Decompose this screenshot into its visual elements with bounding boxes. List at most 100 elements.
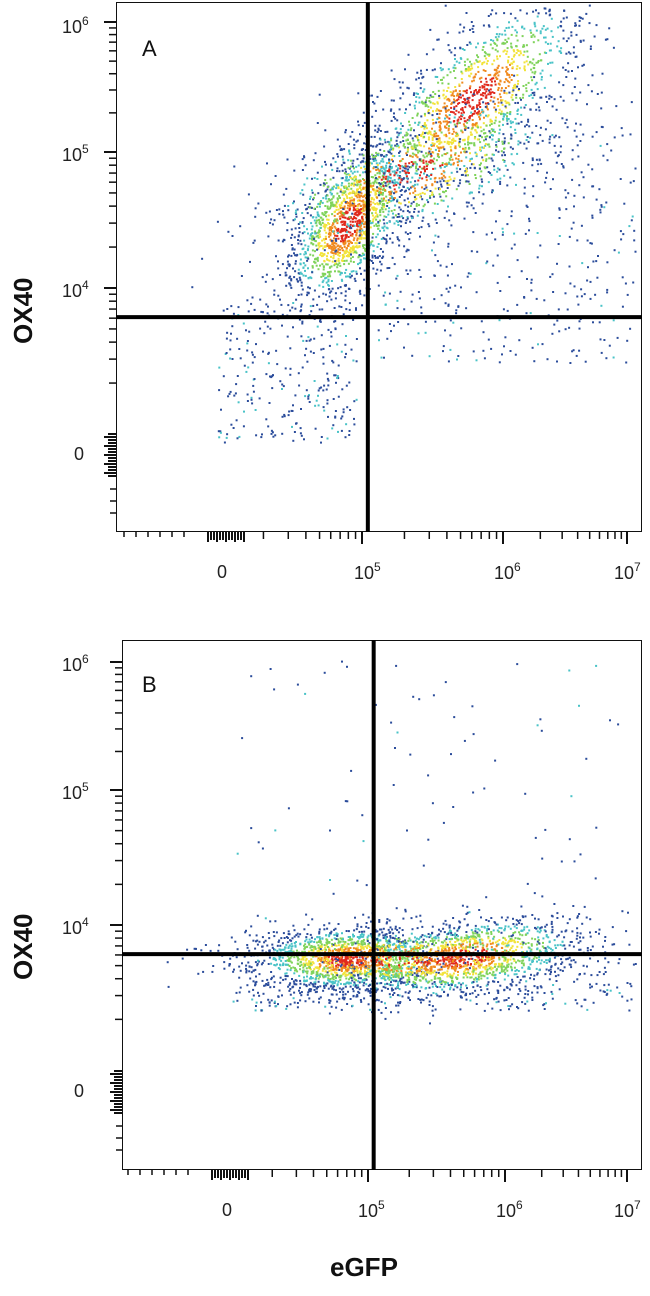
data-point-sparse xyxy=(568,235,571,238)
data-point-population-2 xyxy=(465,156,468,159)
data-point-sparse xyxy=(245,370,248,373)
data-point-sparse xyxy=(518,339,521,342)
data-point-population-2 xyxy=(442,76,445,79)
data-point-sparse xyxy=(393,324,395,327)
data-point-bridge xyxy=(509,113,512,116)
data-point-population-2 xyxy=(461,72,464,75)
data-point-population-1 xyxy=(340,292,343,295)
data-point-population-2 xyxy=(427,110,430,113)
data-point-population-2 xyxy=(524,125,526,128)
data-point-sparse xyxy=(313,337,316,340)
data-point-population-2 xyxy=(505,106,508,109)
data-point-population-2 xyxy=(475,112,478,115)
data-point-population-1 xyxy=(364,249,367,252)
data-point-population-2 xyxy=(426,163,429,166)
data-point-population-1 xyxy=(347,182,350,185)
data-point-population-2 xyxy=(357,124,360,127)
data-point-population-1 xyxy=(337,270,340,273)
data-point-population-1 xyxy=(352,245,355,248)
data-point-population-1 xyxy=(325,237,327,240)
data-point-population-2 xyxy=(538,53,541,56)
data-point-sparse xyxy=(559,145,562,148)
data-point-bridge xyxy=(294,218,296,221)
data-point-sparse xyxy=(301,320,304,323)
data-point-sparse xyxy=(606,143,609,146)
data-point-bridge xyxy=(425,168,428,170)
data-point-population-2 xyxy=(578,24,581,27)
data-point-population-1 xyxy=(372,218,375,221)
data-point-population-2 xyxy=(474,123,477,126)
data-point-bridge xyxy=(306,259,309,262)
data-point-population-1 xyxy=(387,977,390,980)
data-point-bridge xyxy=(487,102,490,105)
data-point-population-1 xyxy=(286,968,289,971)
data-point-population-1 xyxy=(387,962,390,965)
data-point-bridge xyxy=(303,231,306,234)
data-point-population-2 xyxy=(440,79,442,81)
data-point-population-1 xyxy=(345,187,348,190)
data-point-bridge xyxy=(464,125,467,128)
data-point-population-2 xyxy=(458,116,461,119)
data-point-sparse xyxy=(629,181,632,184)
data-point-population-2 xyxy=(447,82,450,85)
data-point-population-2 xyxy=(458,145,461,148)
data-point-population-2 xyxy=(492,77,495,80)
data-point-bridge xyxy=(353,224,356,227)
data-point-population-1 xyxy=(344,190,347,193)
data-point-population-1 xyxy=(389,984,392,987)
data-point-population-2 xyxy=(501,42,504,45)
data-point-sparse xyxy=(388,220,391,223)
data-point-population-1 xyxy=(306,964,309,966)
data-point-bridge xyxy=(444,163,447,166)
data-point-sparse xyxy=(442,345,445,348)
data-point-population-1 xyxy=(336,167,339,170)
data-point-population-2 xyxy=(491,9,494,12)
data-point-population-1 xyxy=(407,959,410,962)
data-point-population-1 xyxy=(318,222,321,225)
data-point-bridge xyxy=(384,208,387,211)
data-point-population-1 xyxy=(335,183,338,186)
data-point-bridge xyxy=(389,173,392,176)
data-point-population-2 xyxy=(537,60,540,62)
data-point-population-1 xyxy=(338,251,341,254)
data-point-population-1 xyxy=(334,979,337,982)
data-point-population-1 xyxy=(381,170,384,173)
data-point-sparse xyxy=(445,287,448,290)
data-point-population-1 xyxy=(375,159,378,162)
data-point-sparse xyxy=(467,272,470,275)
data-point-bridge xyxy=(393,197,396,199)
data-point-bridge xyxy=(412,162,415,165)
data-point-sparse xyxy=(217,430,220,433)
data-point-sparse xyxy=(399,290,402,293)
data-point-bridge xyxy=(356,205,359,208)
data-point-population-1 xyxy=(428,936,431,939)
data-point-sparse xyxy=(411,293,414,296)
data-point-population-1 xyxy=(369,994,372,997)
data-point-population-2 xyxy=(475,122,478,125)
data-point-population-2 xyxy=(487,15,490,17)
data-point-population-2 xyxy=(450,141,452,144)
data-point-sparse xyxy=(352,319,355,321)
data-point-population-1 xyxy=(290,947,293,950)
data-point-population-2 xyxy=(483,51,486,54)
data-point-population-1 xyxy=(346,957,349,960)
data-point-population-1 xyxy=(360,255,363,257)
data-point-population-1 xyxy=(317,214,320,217)
data-point-bridge xyxy=(428,160,431,163)
data-point-population-2 xyxy=(489,13,492,16)
data-point-bridge xyxy=(371,188,374,191)
data-point-population-2 xyxy=(507,26,510,29)
data-point-population-1 xyxy=(357,980,360,983)
data-point-bridge xyxy=(400,215,403,218)
data-point-population-1 xyxy=(341,249,344,252)
data-point-population-1 xyxy=(379,946,382,949)
data-point-population-2 xyxy=(467,147,470,150)
data-point-population-2 xyxy=(421,76,424,79)
data-point-sparse xyxy=(623,202,626,205)
data-point-population-1 xyxy=(392,932,395,935)
data-point-sparse xyxy=(295,422,298,425)
data-point-bridge xyxy=(347,188,350,191)
data-point-sparse xyxy=(459,138,462,141)
data-point-population-2 xyxy=(505,92,508,95)
data-point-population-1 xyxy=(290,279,293,282)
